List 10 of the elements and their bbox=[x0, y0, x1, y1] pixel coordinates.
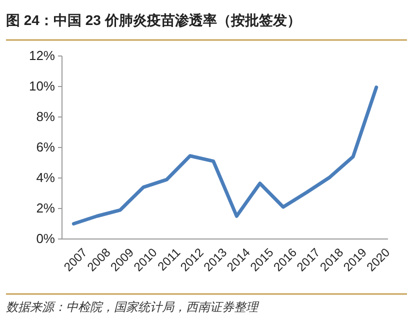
y-tick-label: 6% bbox=[36, 140, 56, 155]
y-tick-label: 4% bbox=[36, 170, 56, 186]
chart-title: 图 24：中国 23 价肺炎疫苗渗透率（按批签发） bbox=[6, 12, 301, 28]
y-tick-label: 0% bbox=[36, 231, 56, 246]
y-tick-label: 2% bbox=[36, 200, 56, 216]
y-tick-label: 8% bbox=[36, 109, 56, 124]
line-series bbox=[72, 86, 378, 226]
y-tick-label: 12% bbox=[28, 48, 56, 64]
y-tick-label: 10% bbox=[28, 78, 56, 94]
source-note: 数据来源：中检院，国家统计局，西南证券整理 bbox=[6, 300, 260, 314]
